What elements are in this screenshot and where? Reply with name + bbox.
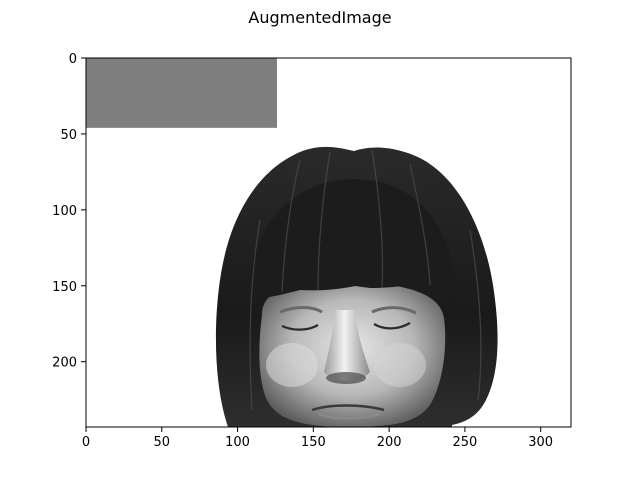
hair-strands (249, 149, 482, 411)
y-tick-label: 100 (52, 204, 77, 219)
eyebrow-right (371, 306, 417, 315)
x-axis: 0 50 100 150 200 250 300 (82, 427, 553, 450)
cheek-right (374, 343, 426, 387)
mouth (311, 404, 385, 412)
x-tick-label: 50 (154, 435, 171, 450)
masked-region (86, 58, 277, 128)
axes-frame (85, 57, 572, 428)
figure-title: AugmentedImage (248, 8, 391, 27)
x-tick-label: 150 (301, 435, 326, 450)
nose-tip-shadow (326, 372, 366, 384)
y-tick-label: 0 (69, 52, 77, 67)
eye-right (373, 322, 411, 330)
y-tick-label: 50 (60, 128, 77, 143)
lower-lip (317, 413, 381, 420)
x-tick-label: 200 (377, 435, 402, 450)
y-axis: 0 50 100 150 200 (52, 52, 86, 371)
nose (324, 310, 370, 381)
x-tick-label: 250 (452, 435, 477, 450)
y-tick-label: 150 (52, 280, 77, 295)
cheek-left (266, 343, 318, 387)
x-tick-label: 0 (82, 435, 90, 450)
hair-fringe (248, 179, 458, 300)
y-tick-label: 200 (52, 356, 77, 371)
face-image (215, 146, 498, 427)
x-tick-label: 300 (528, 435, 553, 450)
eyebrow-left (279, 306, 323, 314)
x-tick-label: 100 (225, 435, 250, 450)
eye-left (281, 324, 319, 331)
